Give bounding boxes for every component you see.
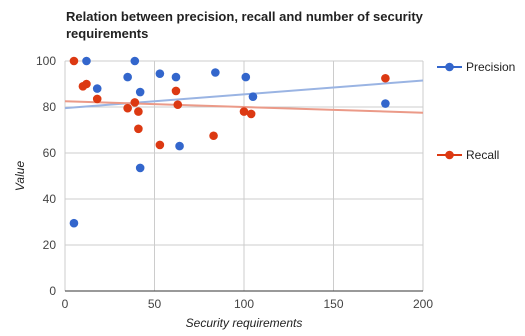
x-tick-label: 100 [234, 297, 254, 311]
precision-point [175, 141, 184, 151]
x-tick-label: 200 [413, 297, 433, 311]
recall-point [239, 107, 249, 116]
precision-point [135, 87, 145, 97]
recall-point [173, 100, 183, 109]
precision-point [211, 68, 220, 77]
recall-point [155, 140, 165, 150]
recall-point [130, 98, 140, 107]
x-tick-label: 50 [148, 297, 162, 311]
data-points [69, 56, 390, 228]
recall-point [123, 103, 132, 113]
chart-title: Relation between precision, recall and n… [66, 9, 423, 41]
precision-point [82, 56, 91, 66]
axes: 0 20 40 60 80 100 0 50 100 150 200 [36, 54, 433, 311]
grid [64, 60, 424, 291]
y-tick-label: 60 [43, 146, 57, 160]
precision-point [155, 69, 165, 78]
precision-point [171, 72, 181, 82]
trendlines [64, 79, 424, 114]
recall-point [82, 79, 91, 89]
y-tick-label: 40 [43, 192, 57, 206]
legend-marker-precision [445, 62, 454, 72]
recall-trendline [64, 100, 424, 114]
x-tick-label: 0 [62, 297, 69, 311]
recall-point [134, 124, 143, 134]
y-axis-label: Value [13, 161, 27, 192]
precision-point [123, 72, 132, 82]
precision-point [135, 163, 145, 173]
precision-point [92, 84, 102, 93]
legend[interactable]: Precision Recall [437, 60, 515, 162]
y-tick-label: 20 [43, 238, 57, 252]
recall-point [171, 86, 181, 96]
legend-marker-recall [445, 150, 454, 160]
recall-point [92, 94, 102, 104]
recall-point [209, 131, 218, 141]
y-tick-label: 80 [43, 100, 57, 114]
precision-point [248, 92, 258, 101]
recall-point [381, 73, 390, 83]
precision-point [69, 218, 79, 228]
precision-point [381, 99, 390, 108]
x-tick-label: 150 [323, 297, 343, 311]
legend-label-precision: Precision [466, 60, 515, 74]
precision-point [241, 72, 251, 82]
recall-point [134, 107, 143, 116]
y-tick-label: 0 [49, 284, 56, 298]
x-axis-label: Security requirements [186, 316, 303, 330]
precision-point [130, 56, 140, 66]
legend-label-recall: Recall [466, 148, 499, 162]
recall-point [69, 56, 79, 66]
recall-point [246, 109, 256, 119]
y-tick-label: 100 [36, 54, 56, 68]
